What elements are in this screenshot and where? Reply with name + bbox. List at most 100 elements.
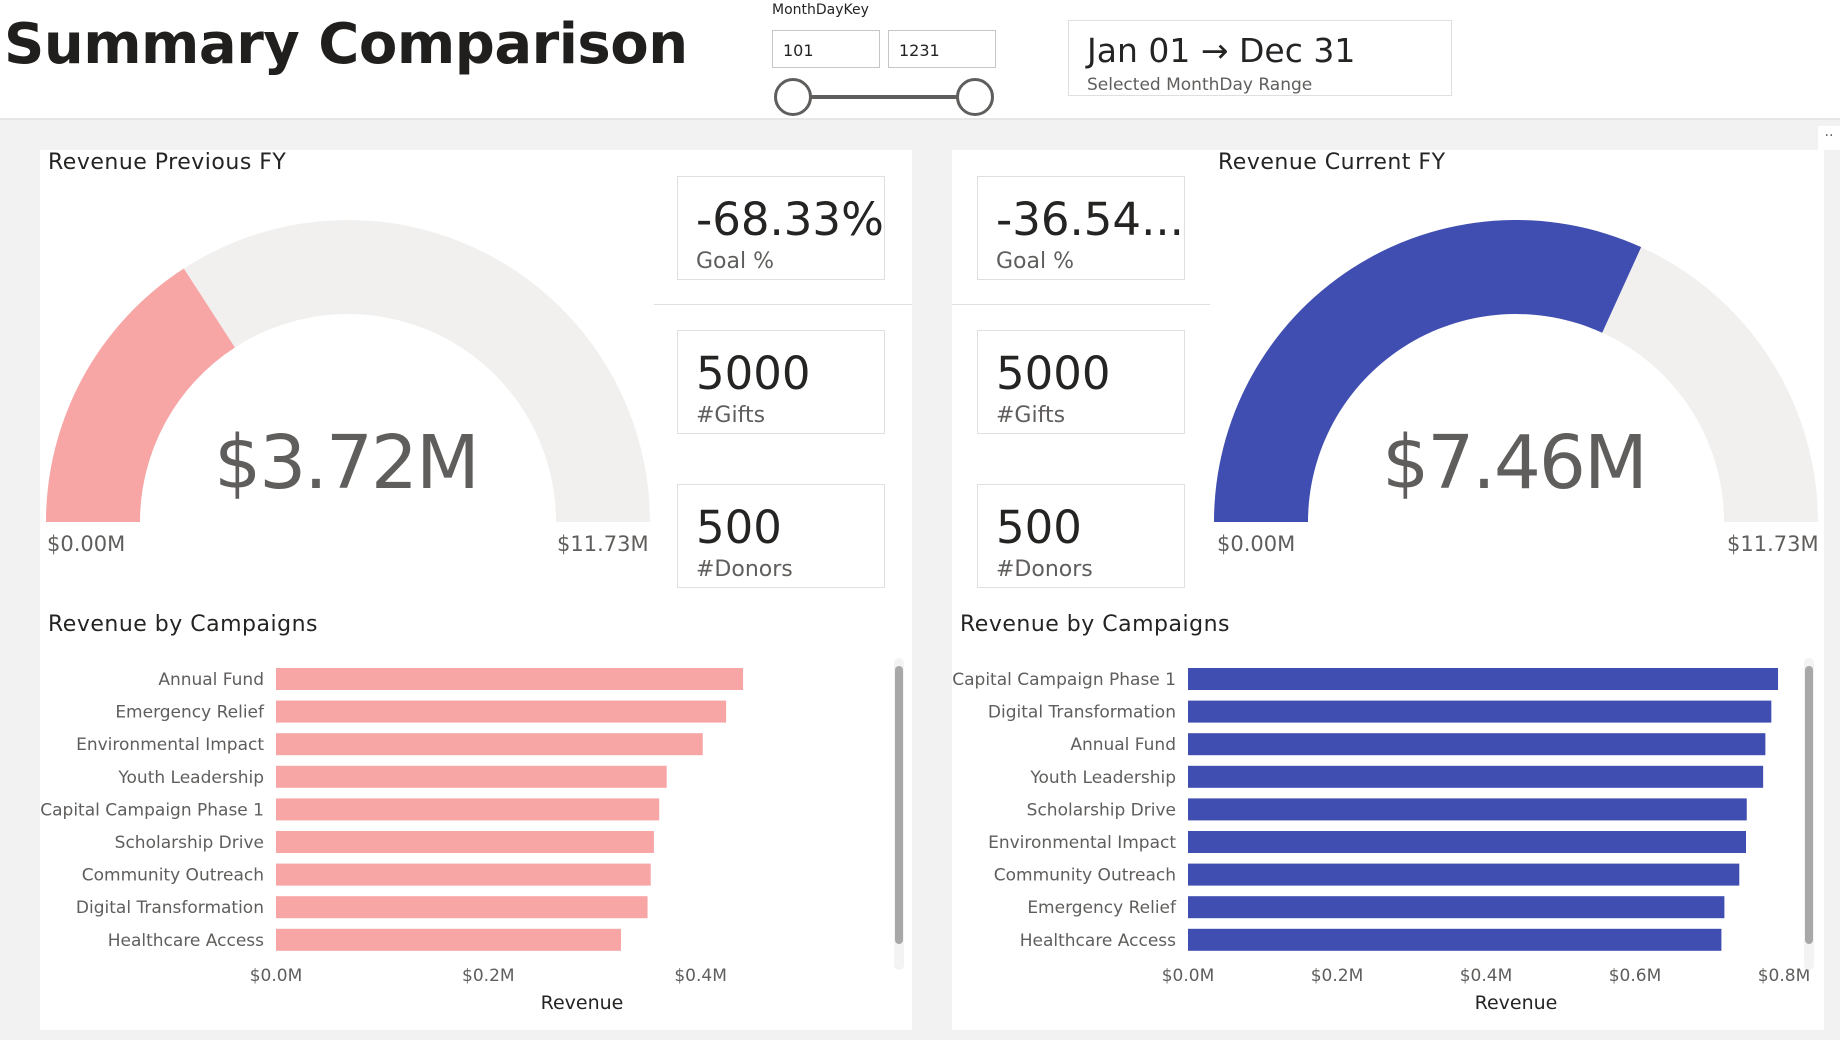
current-gifts-value: 5000	[996, 347, 1111, 400]
category-label: Youth Leadership	[117, 768, 264, 788]
category-label: Annual Fund	[158, 670, 264, 690]
previous-gauge-value: $3.72M	[214, 420, 480, 506]
x-axis-label: Revenue	[1475, 992, 1558, 1014]
bar	[1188, 896, 1725, 919]
category-label: Digital Transformation	[988, 703, 1176, 723]
x-tick-label: $0.4M	[1460, 966, 1513, 986]
category-label: Digital Transformation	[76, 898, 264, 918]
bar	[276, 668, 744, 690]
category-label: Healthcare Access	[1020, 931, 1176, 951]
category-label: Emergency Relief	[115, 703, 265, 723]
gauge-fill	[46, 268, 235, 522]
category-label: Environmental Impact	[76, 735, 264, 755]
current-gifts-card: 5000 #Gifts	[977, 330, 1185, 434]
current-campaign-bar-chart[interactable]: Capital Campaign Phase 1 Digital Transfor…	[952, 655, 1812, 1030]
previous-gifts-label: #Gifts	[696, 403, 766, 428]
current-gauge-value: $7.46M	[1382, 420, 1648, 506]
category-label: Community Outreach	[994, 866, 1176, 886]
bar	[276, 928, 621, 951]
x-tick-label: $0.0M	[1162, 966, 1215, 986]
category-label: Youth Leadership	[1029, 768, 1176, 788]
slicer-low-handle[interactable]	[774, 78, 812, 116]
current-goal-label: Goal %	[996, 249, 1074, 274]
category-label: Environmental Impact	[988, 833, 1176, 853]
gauge-fill	[1214, 220, 1642, 522]
category-label: Community Outreach	[82, 866, 264, 886]
previous-fy-panel: Revenue Previous FY $3.72M $0.00M $11.73…	[40, 150, 912, 1030]
date-range-caption: Selected MonthDay Range	[1087, 75, 1313, 95]
divider	[654, 304, 912, 305]
category-label: Capital Campaign Phase 1	[952, 670, 1176, 690]
bar	[1188, 798, 1747, 821]
previous-goal-label: Goal %	[696, 249, 774, 274]
current-donors-card: 500 #Donors	[977, 484, 1185, 588]
page-title: Summary Comparison	[4, 12, 688, 77]
current-gauge-max: $11.73M	[1727, 532, 1819, 556]
current-chart-scrollbar[interactable]	[1804, 658, 1814, 970]
more-options-icon[interactable]: ··	[1818, 126, 1840, 150]
current-donors-label: #Donors	[996, 557, 1093, 582]
bar	[276, 733, 703, 756]
report-header: Summary Comparison MonthDayKey 101 1231 …	[0, 0, 1840, 120]
slicer-to-input[interactable]: 1231	[888, 30, 996, 68]
category-label: Annual Fund	[1070, 735, 1176, 755]
monthdaykey-slicer[interactable]: MonthDayKey 101 1231	[752, 0, 1008, 118]
bar	[1188, 863, 1740, 886]
slicer-label: MonthDayKey	[772, 2, 869, 18]
current-gauge-title: Revenue Current FY	[1218, 150, 1446, 175]
scrollbar-thumb[interactable]	[895, 666, 903, 944]
bar	[276, 798, 660, 821]
previous-revenue-gauge[interactable]	[40, 220, 656, 540]
slicer-high-handle[interactable]	[956, 78, 994, 116]
previous-gauge-min: $0.00M	[47, 532, 126, 556]
x-tick-label: $0.2M	[1311, 966, 1364, 986]
current-goal-card: -36.54... Goal %	[977, 176, 1185, 280]
x-axis-label: Revenue	[541, 992, 624, 1014]
bar	[1188, 928, 1722, 951]
date-range-value: Jan 01 → Dec 31	[1087, 31, 1356, 70]
bar	[276, 896, 648, 919]
previous-donors-value: 500	[696, 501, 782, 554]
current-donors-value: 500	[996, 501, 1082, 554]
current-bar-title: Revenue by Campaigns	[960, 612, 1230, 637]
previous-bar-title: Revenue by Campaigns	[48, 612, 318, 637]
bar	[276, 700, 727, 723]
category-label: Scholarship Drive	[1027, 800, 1176, 820]
bar	[276, 863, 651, 886]
bar	[1188, 831, 1747, 853]
bar	[1188, 668, 1779, 690]
x-tick-label: $0.6M	[1609, 966, 1662, 986]
current-revenue-gauge[interactable]	[1208, 220, 1824, 540]
bar	[1188, 765, 1764, 788]
previous-gifts-card: 5000 #Gifts	[677, 330, 885, 434]
x-tick-label: $0.0M	[250, 966, 303, 986]
category-label: Scholarship Drive	[115, 833, 264, 853]
category-label: Healthcare Access	[108, 931, 264, 951]
previous-gauge-max: $11.73M	[557, 532, 649, 556]
current-goal-value: -36.54...	[996, 193, 1184, 246]
bar	[276, 765, 667, 788]
previous-goal-card: -68.33% Goal %	[677, 176, 885, 280]
current-fy-panel: -36.54... Goal % 5000 #Gifts 500 #Donors…	[952, 150, 1824, 1030]
slicer-track[interactable]	[793, 95, 975, 99]
previous-goal-value: -68.33%	[696, 193, 884, 246]
x-tick-label: $0.4M	[674, 966, 727, 986]
x-tick-label: $0.2M	[462, 966, 515, 986]
previous-donors-card: 500 #Donors	[677, 484, 885, 588]
category-label: Emergency Relief	[1027, 898, 1177, 918]
category-label: Capital Campaign Phase 1	[40, 800, 264, 820]
slicer-from-input[interactable]: 101	[772, 30, 880, 68]
date-range-card: Jan 01 → Dec 31 Selected MonthDay Range	[1068, 20, 1452, 96]
current-gifts-label: #Gifts	[996, 403, 1066, 428]
previous-gauge-title: Revenue Previous FY	[48, 150, 287, 175]
divider	[952, 304, 1210, 305]
previous-donors-label: #Donors	[696, 557, 793, 582]
bar	[276, 831, 654, 853]
previous-gifts-value: 5000	[696, 347, 811, 400]
x-tick-label: $0.8M	[1758, 966, 1811, 986]
previous-campaign-bar-chart[interactable]: Annual Fund Emergency Relief Environmental…	[40, 655, 900, 1030]
current-gauge-min: $0.00M	[1217, 532, 1296, 556]
scrollbar-thumb[interactable]	[1805, 666, 1813, 944]
bar	[1188, 733, 1766, 756]
previous-chart-scrollbar[interactable]	[894, 658, 904, 970]
